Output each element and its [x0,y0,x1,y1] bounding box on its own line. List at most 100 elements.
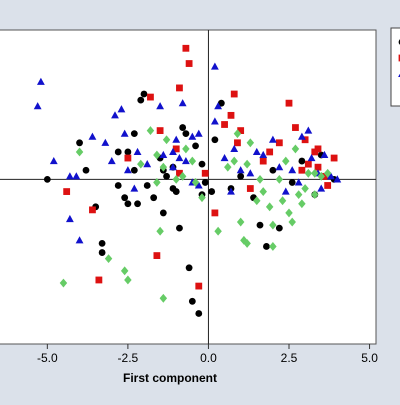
data-point-square [201,169,209,177]
data-point-square [285,99,293,107]
data-point-square [156,127,164,135]
data-point-triangle [169,147,177,156]
data-point-square [147,93,154,101]
data-point-square [230,90,238,98]
data-point-square [275,139,283,147]
data-point-square [227,111,235,119]
data-point-square [95,276,103,284]
data-point-diamond [182,144,190,154]
data-point-square [304,160,312,168]
data-point-triangle [307,153,316,162]
data-point-circle [82,166,90,174]
data-point-diamond [275,174,284,184]
data-point-circle [114,182,122,189]
x-tick-label: -5.0 [37,351,58,365]
x-tick-label: -2.5 [118,351,139,365]
data-point-square [324,182,332,189]
data-point-circle [182,130,190,138]
data-point-triangle [294,178,303,186]
data-point-diamond [233,129,242,139]
x-tick-label: 2.5 [281,351,298,365]
data-point-diamond [224,162,232,172]
data-point-diamond [243,159,251,169]
data-point-triangle [169,163,177,171]
data-point-circle [176,224,183,232]
data-point-triangle [130,184,139,192]
data-point-diamond [236,217,245,227]
data-point-triangle [275,163,284,171]
data-point-triangle [88,132,97,140]
data-point-triangle [236,166,245,174]
data-point-diamond [311,190,319,200]
data-point-diamond [159,162,168,172]
data-point-triangle [230,144,239,152]
data-point-triangle [288,166,297,174]
data-point-triangle [75,236,84,244]
data-point-circle [201,179,209,186]
data-point-triangle [65,214,74,223]
data-point-triangle [281,187,290,195]
data-point-circle [140,90,148,98]
data-point-diamond [59,278,68,288]
data-point-triangle [120,129,129,137]
data-point-triangle [259,150,268,159]
data-point-triangle [133,147,142,156]
data-point-circle [211,136,219,144]
data-point-diamond [243,238,251,248]
data-point-square [195,282,203,290]
data-point-square [63,188,71,195]
data-point-triangle [65,172,74,180]
data-point-circle [134,200,141,208]
data-point-triangle [214,102,223,110]
data-point-circle [76,139,83,147]
data-point-triangle [304,126,313,134]
data-point-diamond [104,254,113,264]
data-point-diamond [269,242,277,251]
data-point-triangle [252,147,261,156]
data-point-triangle [178,99,187,107]
data-point-triangle [172,135,181,143]
data-point-diamond [282,156,290,166]
data-point-square [185,60,193,67]
data-point-diamond [191,178,200,187]
data-point-diamond [198,193,206,203]
data-point-circle [159,209,167,217]
data-point-triangle [220,153,229,162]
data-point-square [246,185,254,192]
data-point-diamond [188,156,197,166]
data-point-square [266,148,274,156]
data-point-triangle [117,105,126,113]
data-point-triangle [159,150,168,159]
data-point-triangle [194,181,203,189]
data-point-square [172,145,180,153]
data-point-triangle [227,187,235,195]
data-point-circle [188,297,196,305]
data-point-triangle [210,62,219,70]
data-point-circle [192,142,199,150]
data-point-square [292,124,299,131]
data-points [33,44,342,317]
data-point-triangle [123,166,132,174]
data-point-diamond [153,150,161,160]
data-point-triangle [246,169,255,177]
data-point-diamond [75,147,84,157]
data-point-triangle [36,77,45,85]
data-point-diamond [172,174,180,184]
data-point-square [176,169,183,177]
data-point-triangle [326,172,335,180]
data-point-triangle [111,111,119,119]
plot-area [0,29,377,345]
data-point-square [182,44,190,52]
data-point-circle [143,182,151,189]
data-point-diamond [294,190,303,200]
data-point-square [176,84,183,92]
data-point-diamond [265,202,274,212]
data-point-circle [217,99,225,107]
data-point-diamond [259,187,267,196]
data-point-diamond [146,126,155,136]
data-point-diamond [253,196,261,206]
data-point-circle [208,188,216,195]
data-point-square [259,157,267,165]
data-point-circle [269,166,277,174]
